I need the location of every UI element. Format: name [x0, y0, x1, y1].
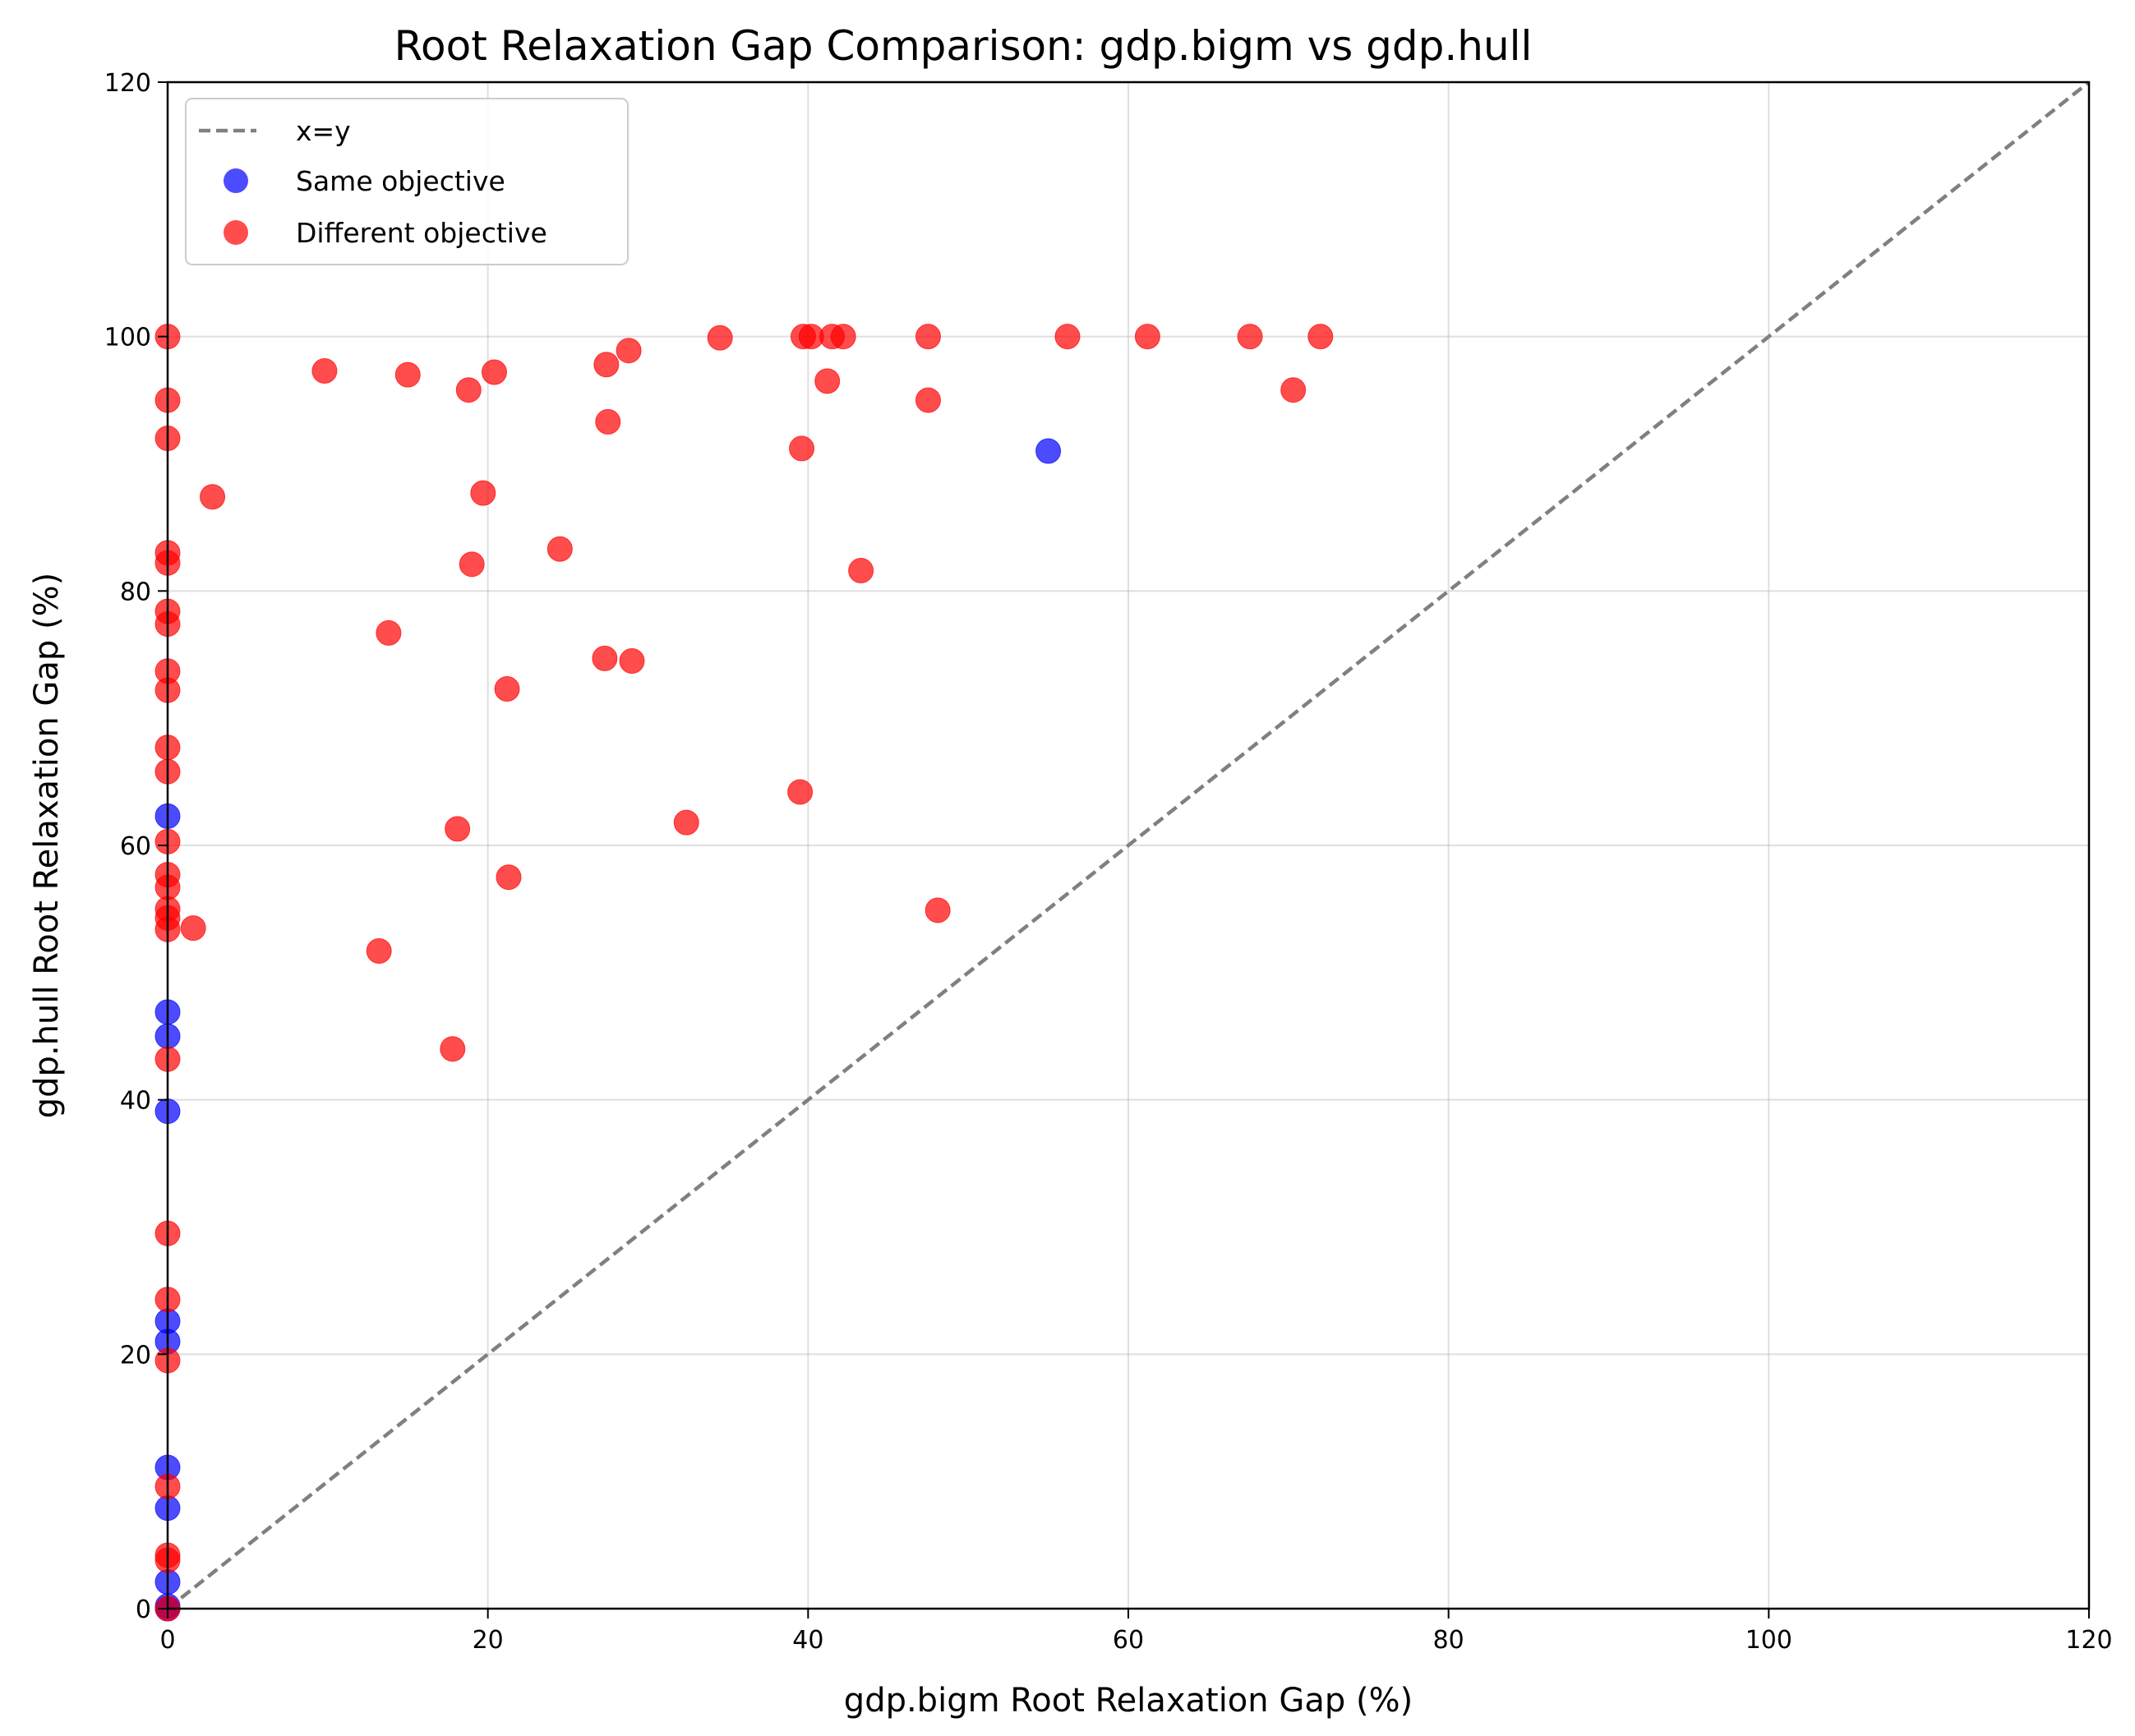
legend: x=y Same objective Different objective — [185, 98, 629, 265]
different-objective-point — [311, 357, 338, 384]
y-axis-label: gdp.hull Root Relaxation Gap (%) — [28, 573, 66, 1118]
different-objective-point — [925, 897, 951, 923]
different-objective-point — [440, 1036, 466, 1062]
x-tick-label: 0 — [159, 1626, 175, 1655]
y-tick-label: 80 — [120, 578, 151, 606]
legend-marker-different-objective — [224, 220, 248, 245]
y-tick-label: 120 — [104, 69, 151, 98]
x-tick-label: 60 — [1113, 1626, 1144, 1655]
x-tick-label: 40 — [792, 1626, 823, 1655]
different-objective-point — [394, 361, 421, 388]
different-objective-point — [546, 536, 573, 562]
different-objective-point — [1237, 324, 1263, 350]
y-tick-label: 20 — [120, 1341, 151, 1370]
different-objective-point — [787, 779, 814, 805]
x-tick-label: 20 — [473, 1626, 504, 1655]
x-axis-label: gdp.bigm Root Relaxation Gap (%) — [844, 1682, 1413, 1720]
different-objective-point — [494, 676, 520, 702]
x-axis-ticks: 0 20 40 60 80 100 120 — [159, 1609, 2113, 1655]
different-objective-point — [592, 645, 618, 671]
legend-label-same-objective: Same objective — [296, 165, 505, 197]
y-tick-label: 60 — [120, 832, 151, 861]
x-tick-label: 100 — [1745, 1626, 1792, 1655]
different-objective-point — [814, 368, 841, 394]
different-objective-point — [1054, 324, 1081, 350]
different-objective-point — [1134, 324, 1160, 350]
y-axis-ticks: 0 20 40 60 80 100 120 — [104, 69, 168, 1624]
different-objective-point — [616, 338, 642, 364]
different-objective-point — [200, 484, 226, 510]
different-objective-point — [459, 551, 485, 578]
legend-label-different-objective: Different objective — [296, 217, 547, 249]
same-objective-point — [1035, 438, 1062, 464]
different-objective-point — [593, 352, 620, 378]
different-objective-point — [830, 324, 856, 350]
different-objective-point — [496, 864, 522, 891]
different-objective-point — [1280, 377, 1307, 403]
x-equals-y-line — [166, 81, 2091, 1610]
different-objective-point — [789, 435, 815, 462]
x-tick-label: 80 — [1433, 1626, 1464, 1655]
y-tick-label: 100 — [104, 324, 151, 352]
different-objective-point — [1307, 324, 1334, 350]
different-objective-point — [915, 387, 941, 413]
different-objective-point — [707, 325, 733, 351]
different-objective-point — [915, 324, 941, 350]
different-objective-point — [481, 359, 507, 385]
different-objective-point — [848, 558, 874, 584]
different-objective-point — [619, 647, 645, 674]
different-objective-point — [180, 915, 206, 942]
y-tick-label: 40 — [120, 1087, 151, 1116]
different-objective-point — [595, 408, 621, 435]
different-objective-point — [376, 619, 402, 646]
chart-title: Root Relaxation Gap Comparison: gdp.bigm… — [394, 22, 1533, 70]
different-objective-point — [455, 377, 482, 403]
legend-box — [185, 98, 629, 265]
y-tick-label: 0 — [136, 1596, 151, 1624]
legend-marker-same-objective — [224, 168, 248, 193]
reference-line — [166, 81, 2091, 1610]
different-objective-point — [366, 938, 392, 965]
different-objective-point — [673, 809, 699, 836]
legend-label-reference: x=y — [296, 115, 351, 147]
x-tick-label: 120 — [2065, 1626, 2112, 1655]
different-objective-point — [470, 480, 496, 506]
different-objective-point — [445, 816, 471, 842]
